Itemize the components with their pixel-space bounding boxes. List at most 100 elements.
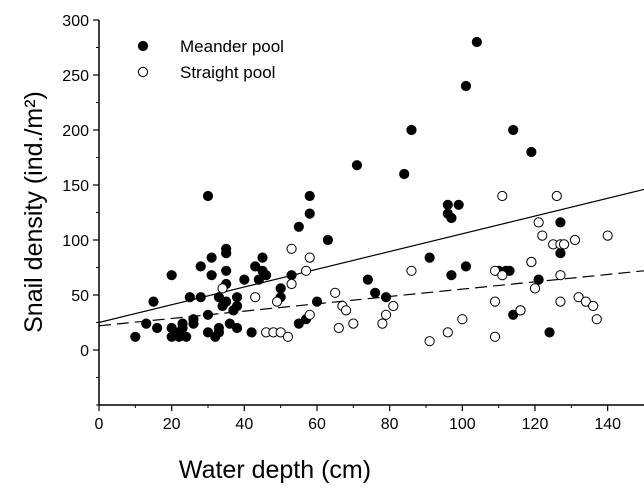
x-tick-label: 100 bbox=[449, 416, 476, 433]
straight-point bbox=[333, 322, 344, 334]
x-tick-label: 60 bbox=[308, 416, 326, 433]
straight-point bbox=[457, 314, 468, 325]
meander-point bbox=[213, 292, 224, 303]
meander-point bbox=[166, 270, 177, 281]
straight-point bbox=[330, 287, 341, 298]
meander-point bbox=[526, 146, 537, 158]
straight-point bbox=[286, 243, 297, 254]
straight-point bbox=[558, 239, 570, 250]
x-tick-label: 0 bbox=[95, 416, 104, 433]
straight-point bbox=[573, 292, 584, 303]
meander-point bbox=[188, 314, 199, 325]
meander-point bbox=[141, 318, 152, 329]
straight-point bbox=[555, 270, 566, 281]
meander-point bbox=[152, 322, 163, 334]
y-tick-label: 300 bbox=[62, 13, 89, 30]
data-points bbox=[130, 36, 613, 347]
straight-point bbox=[304, 252, 315, 263]
y-axis-title: Snail density (ind./m²) bbox=[20, 91, 48, 333]
legend-marker bbox=[137, 40, 149, 52]
meander-point bbox=[380, 292, 392, 303]
meander-point bbox=[177, 322, 188, 334]
meander-point bbox=[286, 270, 297, 281]
meander-point bbox=[221, 248, 232, 259]
straight-point bbox=[217, 283, 228, 294]
y-tick-label: 200 bbox=[62, 123, 89, 140]
straight-point bbox=[250, 292, 261, 303]
legend-marker bbox=[137, 66, 149, 78]
meander-point bbox=[460, 80, 472, 92]
meander-point bbox=[195, 261, 206, 272]
meander-point bbox=[213, 322, 224, 334]
meander-point bbox=[311, 296, 323, 307]
y-tick-label: 0 bbox=[80, 343, 89, 360]
meander-point bbox=[261, 270, 272, 281]
meander-point bbox=[424, 252, 435, 263]
meander-point bbox=[206, 270, 217, 281]
meander-point bbox=[406, 124, 417, 136]
meander-point bbox=[181, 331, 192, 342]
meander-point bbox=[231, 300, 243, 312]
meander-point bbox=[221, 296, 232, 307]
meander-point bbox=[250, 261, 261, 272]
straight-point bbox=[406, 265, 417, 276]
y-tick-label: 150 bbox=[62, 178, 89, 195]
meander-point bbox=[293, 318, 304, 329]
meander-point bbox=[231, 292, 243, 303]
meander-point bbox=[555, 248, 566, 259]
meander-point bbox=[508, 124, 519, 136]
meander-point bbox=[362, 274, 373, 285]
straight-point bbox=[377, 318, 388, 329]
straight-point bbox=[529, 283, 541, 294]
meander-point bbox=[555, 217, 566, 228]
legend-label: Straight pool bbox=[180, 63, 275, 82]
axes: 0 20 40 60 80 100 120 140 0 50 100 150 200 250 300 bbox=[62, 13, 644, 433]
y-tick-label: 250 bbox=[62, 68, 89, 85]
straight-point bbox=[555, 296, 566, 307]
meander-point bbox=[195, 292, 206, 303]
meander-point bbox=[184, 292, 195, 303]
straight-point bbox=[424, 336, 435, 347]
straight-point bbox=[282, 331, 294, 342]
straight-point bbox=[340, 305, 352, 316]
straight-point bbox=[348, 318, 359, 329]
meander-point bbox=[533, 274, 544, 285]
x-tick-label: 40 bbox=[235, 416, 253, 433]
straight-point bbox=[602, 230, 613, 241]
straight-point bbox=[569, 234, 581, 246]
straight-point bbox=[533, 217, 544, 228]
meander-point bbox=[304, 190, 315, 202]
meander-point bbox=[202, 190, 214, 202]
meander-point bbox=[202, 327, 214, 338]
meander-point bbox=[221, 265, 232, 276]
meander-point bbox=[202, 309, 214, 320]
meander-point bbox=[442, 199, 453, 210]
meander-point bbox=[239, 274, 250, 285]
straight-point bbox=[275, 327, 286, 338]
meander-point bbox=[293, 221, 304, 232]
straight-point bbox=[551, 190, 562, 202]
meander-point bbox=[446, 212, 457, 224]
straight-point bbox=[591, 314, 602, 325]
straight-point bbox=[271, 296, 283, 307]
meander-point bbox=[275, 283, 286, 294]
straight-point bbox=[489, 296, 501, 307]
x-tick-label: 120 bbox=[522, 416, 549, 433]
y-tick-label: 50 bbox=[71, 288, 89, 305]
legend: Meander pool Straight pool bbox=[137, 37, 284, 82]
straight-point bbox=[489, 331, 501, 342]
straight-point bbox=[497, 270, 508, 281]
meander-point bbox=[504, 265, 515, 276]
x-axis-title: Water depth (cm) bbox=[179, 456, 371, 484]
meander-point bbox=[453, 199, 464, 210]
meander-point bbox=[257, 252, 268, 263]
meander-point bbox=[460, 261, 472, 272]
straight-point bbox=[515, 305, 526, 316]
meander-point bbox=[130, 331, 141, 342]
straight-point bbox=[588, 300, 599, 312]
meander-point bbox=[231, 322, 243, 334]
meander-point bbox=[351, 160, 363, 171]
y-tick-label: 100 bbox=[62, 233, 89, 250]
x-tick-label: 20 bbox=[163, 416, 181, 433]
meander-point bbox=[206, 252, 217, 263]
